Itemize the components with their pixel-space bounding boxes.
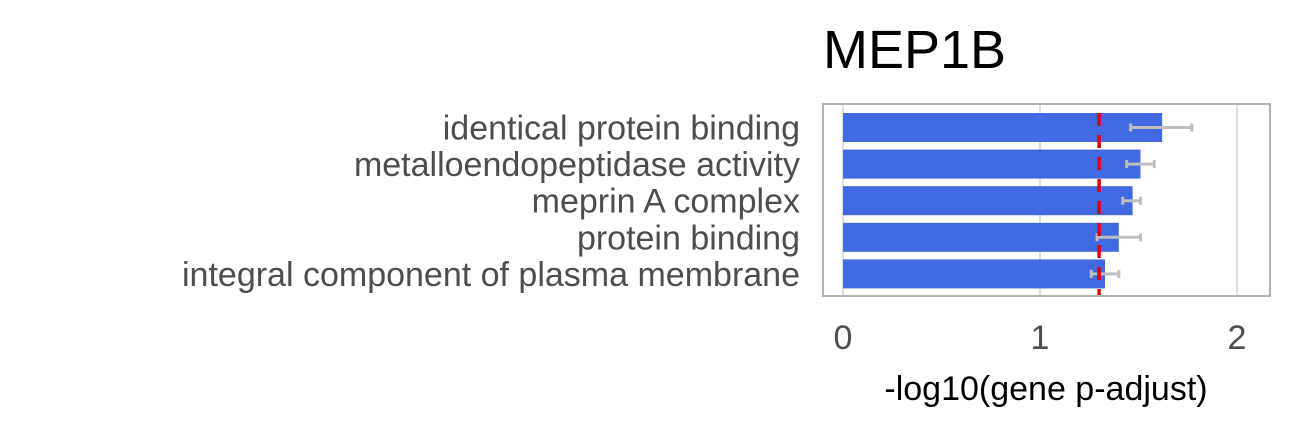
category-label-0: identical protein binding — [443, 110, 800, 148]
bar-4 — [843, 259, 1106, 289]
x-tick-label-1: 1 — [1031, 319, 1050, 357]
error-bar-4 — [1089, 269, 1121, 278]
error-bar-1 — [1125, 160, 1156, 169]
bar-2 — [843, 186, 1133, 216]
x-tick-label-0: 0 — [834, 319, 853, 357]
bar-3 — [843, 222, 1119, 252]
x-axis-ticks: 0 1 2 — [834, 319, 1247, 357]
category-label-1: metalloendopeptidase activity — [354, 146, 800, 184]
category-label-3: protein binding — [577, 219, 800, 257]
error-bar-3 — [1095, 233, 1142, 242]
error-bar-2 — [1121, 196, 1142, 205]
plot-panel-border — [822, 103, 1271, 297]
bar-1 — [843, 149, 1141, 179]
x-axis-title: -log10(gene p-adjust) — [884, 370, 1207, 408]
x-tick-label-2: 2 — [1228, 319, 1247, 357]
category-label-4: integral component of plasma membrane — [182, 256, 800, 294]
category-labels: identical protein bindingmetalloendopept… — [182, 110, 800, 294]
error-bars — [1089, 123, 1194, 278]
category-label-2: meprin A complex — [532, 183, 800, 221]
chart-title: MEP1B — [823, 20, 1006, 80]
error-bar-0 — [1129, 123, 1194, 132]
bar-0 — [843, 113, 1163, 142]
bars — [843, 113, 1163, 289]
